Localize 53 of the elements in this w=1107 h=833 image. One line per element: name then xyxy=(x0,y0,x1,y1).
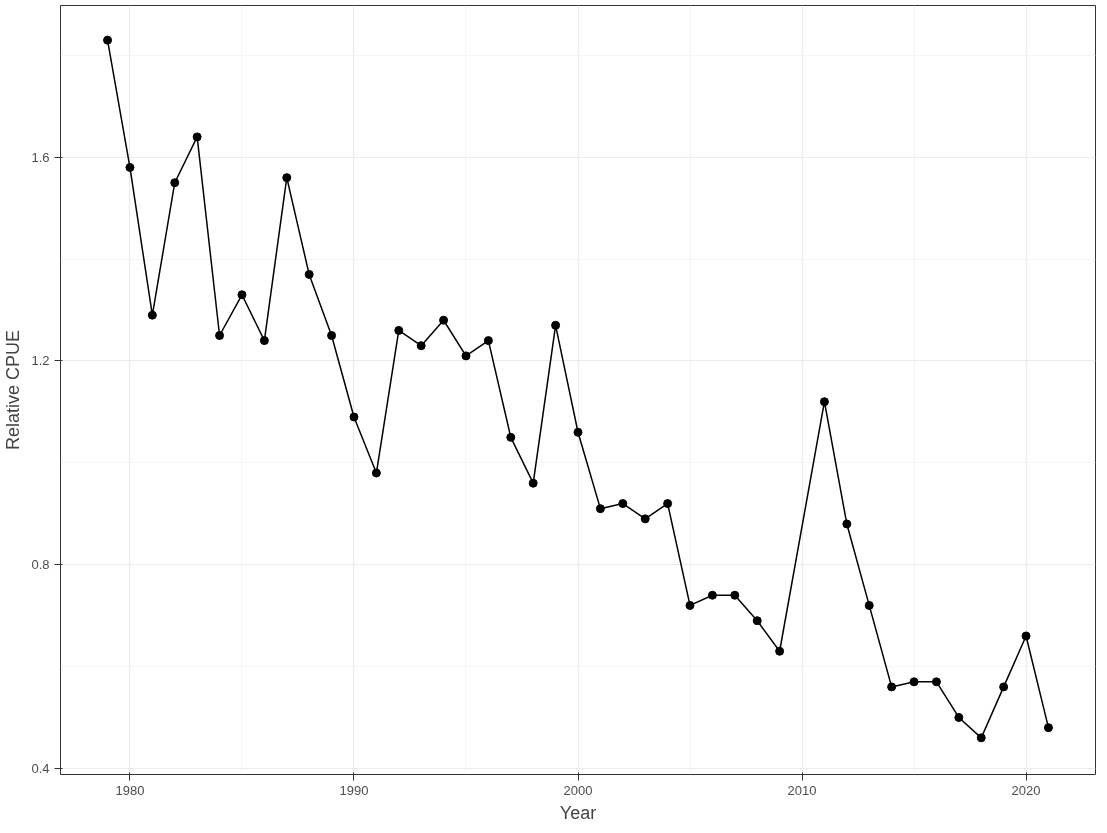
point xyxy=(461,351,471,361)
point xyxy=(237,290,247,300)
point xyxy=(483,336,493,346)
point xyxy=(976,733,986,743)
point xyxy=(125,162,135,172)
y-tick-label: 0.8 xyxy=(31,557,50,573)
point xyxy=(573,427,583,437)
point xyxy=(439,315,449,325)
point xyxy=(103,35,113,45)
point xyxy=(909,677,919,687)
x-tick-label: 2000 xyxy=(563,782,593,798)
x-tick-label: 2010 xyxy=(787,782,817,798)
y-tick-label: 1.2 xyxy=(31,353,50,369)
point xyxy=(506,432,516,442)
point xyxy=(349,412,359,422)
point xyxy=(663,499,673,509)
point xyxy=(394,325,404,335)
point xyxy=(551,320,561,330)
point xyxy=(931,677,941,687)
y-tick-label: 1.6 xyxy=(31,149,50,165)
y-axis-title: Relative CPUE xyxy=(3,329,24,451)
point xyxy=(707,590,717,600)
point xyxy=(327,331,337,340)
point xyxy=(304,269,314,279)
point xyxy=(595,504,605,514)
point xyxy=(640,514,650,524)
point xyxy=(887,682,897,692)
point xyxy=(730,590,740,600)
point xyxy=(999,682,1009,692)
x-tick-label: 2020 xyxy=(1011,782,1041,798)
point xyxy=(864,600,874,610)
x-tick-label: 1990 xyxy=(339,782,369,798)
point xyxy=(147,310,157,320)
point xyxy=(215,331,225,340)
point xyxy=(752,616,762,626)
point xyxy=(528,478,538,488)
x-axis-title: Year xyxy=(559,802,597,823)
point xyxy=(775,646,785,656)
point xyxy=(842,519,852,529)
point xyxy=(618,499,628,509)
y-tick-label: 0.4 xyxy=(31,760,50,776)
point xyxy=(685,600,695,610)
point xyxy=(1021,631,1031,641)
point xyxy=(282,173,292,183)
point xyxy=(170,178,180,188)
point xyxy=(192,132,202,142)
point xyxy=(259,336,269,346)
point xyxy=(1043,723,1053,733)
point xyxy=(954,712,964,722)
point xyxy=(416,341,426,351)
point xyxy=(819,397,829,407)
point xyxy=(371,468,381,478)
x-tick-label: 1980 xyxy=(115,782,145,798)
